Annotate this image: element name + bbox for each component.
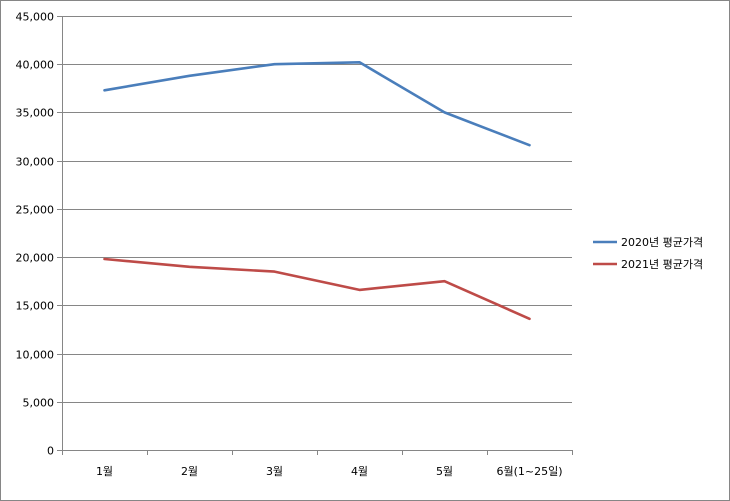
x-tick-label: 5월 [436,465,453,478]
y-tick-label: 10,000 [16,349,55,362]
y-tick-label: 20,000 [16,252,55,265]
y-tick-label: 45,000 [16,11,55,24]
y-tick-label: 25,000 [16,204,55,217]
y-tick-label: 5,000 [23,397,55,410]
x-tick-label: 1월 [96,465,113,478]
y-tick-labels: 0 5,000 10,000 15,000 20,000 25,000 30,000 35,0… [16,11,55,458]
axes [57,16,573,455]
series-line-2 [103,257,531,321]
y-tick-label: 40,000 [16,59,55,72]
series-line-1 [103,60,531,147]
x-tick-label: 4월 [351,465,368,478]
legend: 2020년 평균가격 2021년 평균가격 [593,236,703,271]
gridlines [62,16,572,403]
series-lines [103,60,531,321]
x-tick-label: 2월 [181,465,198,478]
legend-label-1: 2020년 평균가격 [621,236,703,249]
legend-label-2: 2021년 평균가격 [621,258,703,271]
x-tick-labels: 1월 2월 3월 4월 5월 6월(1~25일) [96,464,563,478]
y-tick-label: 35,000 [16,107,55,120]
y-tick-label: 30,000 [16,156,55,169]
x-tick-label: 3월 [266,465,283,478]
x-tick-label: 6월(1~25일) [496,464,562,478]
y-tick-label: 15,000 [16,300,55,313]
y-tick-label: 0 [47,445,54,458]
